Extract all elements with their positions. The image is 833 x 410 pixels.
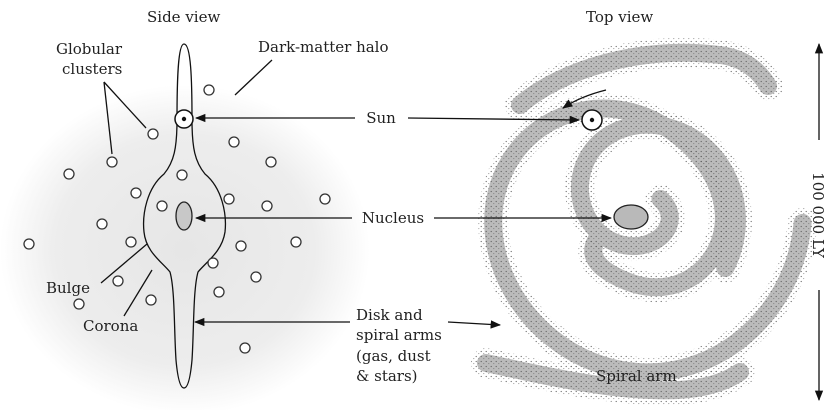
globular-cluster (106, 156, 118, 168)
globular-cluster (145, 294, 157, 306)
leader-corona (123, 269, 153, 317)
side-view-title: Side view (147, 8, 220, 26)
rotation-arrow (562, 89, 607, 109)
spiral-arm-1-texture (478, 93, 818, 388)
sun-top-dot (589, 117, 595, 123)
nucleus-side (175, 201, 193, 231)
globular-cluster (250, 271, 262, 283)
sun-label: Sun (366, 109, 396, 127)
leader-bulge (100, 243, 148, 284)
leader-halo (234, 59, 273, 96)
globular-cluster (112, 275, 124, 287)
corona-label: Corona (83, 317, 138, 335)
globular-cluster (73, 298, 85, 310)
globular-cluster (147, 128, 159, 140)
globular-cluster (213, 286, 225, 298)
galaxy-side-profile (142, 43, 227, 389)
globular-cluster (265, 156, 277, 168)
disk-label-line2: spiral arms (356, 326, 442, 344)
globular-cluster (130, 187, 142, 199)
leader-globular-2 (103, 81, 113, 155)
disk-label-line1: Disk and (356, 306, 423, 324)
disk-arrow-right (447, 320, 502, 329)
globular-cluster (156, 200, 168, 212)
dark-matter-halo-region (0, 85, 370, 410)
globular-cluster (203, 84, 215, 96)
sun-side-dot (181, 116, 187, 122)
globular-cluster (23, 238, 35, 250)
globular-clusters (23, 84, 331, 354)
globular-cluster (261, 200, 273, 212)
disk-label-line3: (gas, dust (356, 347, 431, 365)
spiral-arm-2-texture (565, 109, 752, 283)
globular-cluster (96, 218, 108, 230)
disk-label-line4: & stars) (356, 367, 418, 385)
spiral-arm-label: Spiral arm (596, 367, 677, 385)
bulge-label: Bulge (46, 279, 90, 297)
globular-cluster (207, 257, 219, 269)
spiral-arms-top-view (471, 37, 818, 406)
dark-matter-halo-label: Dark-matter halo (258, 38, 389, 56)
sun-arrow-right (407, 115, 581, 125)
globular-cluster (235, 240, 247, 252)
globular-cluster (228, 136, 240, 148)
spiral-arm-outer-bottom-texture (471, 348, 755, 406)
globular-clusters-label-line2: clusters (62, 60, 122, 78)
top-view-title: Top view (586, 8, 653, 26)
nucleus-label: Nucleus (362, 209, 424, 227)
leader-globular-1 (103, 81, 147, 129)
scale-label: 100 000 LY (809, 172, 827, 259)
globular-cluster (290, 236, 302, 248)
globular-cluster (223, 193, 235, 205)
nucleus-top (613, 204, 649, 230)
globular-cluster (319, 193, 331, 205)
globular-cluster (239, 342, 251, 354)
spiral-arm-outer-top-texture (505, 37, 783, 120)
globular-clusters-label-line1: Globular (56, 40, 123, 58)
globular-cluster (63, 168, 75, 180)
globular-cluster (176, 169, 188, 181)
globular-cluster (125, 236, 137, 248)
